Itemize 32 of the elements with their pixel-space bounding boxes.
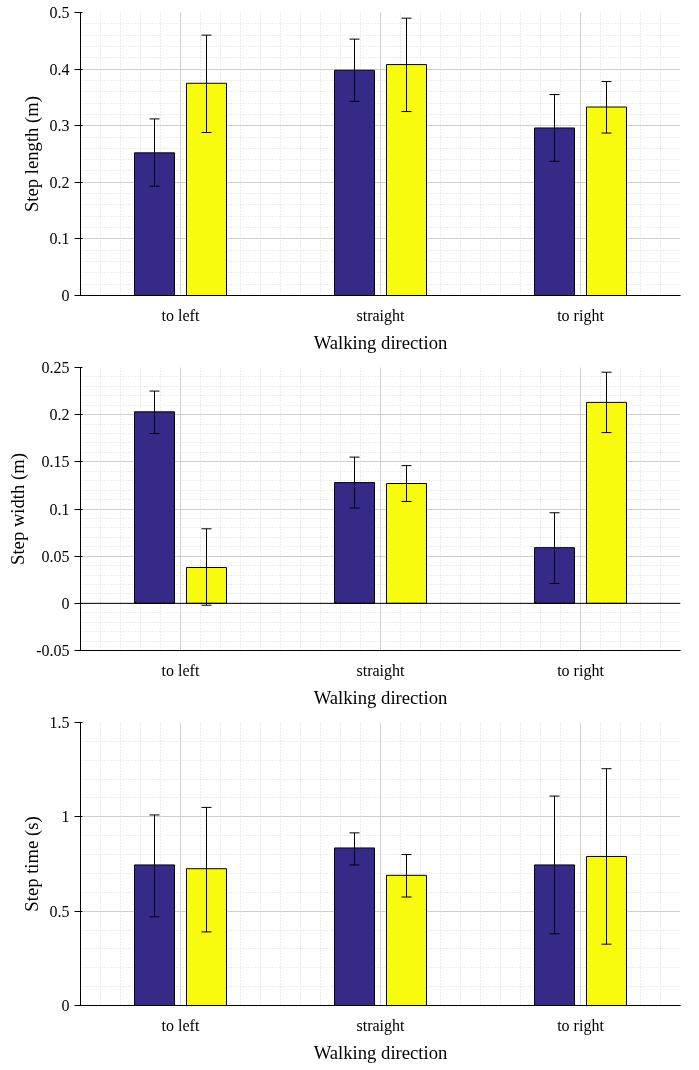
y-tick-label: 0.3 [49, 117, 70, 135]
y-tick-label: 0.2 [49, 173, 70, 191]
y-tick-label: 0.5 [49, 902, 70, 920]
y-tick-label: 0.15 [41, 453, 70, 471]
y-tick-label: 0.1 [49, 500, 70, 518]
x-axis-title: Walking direction [313, 331, 449, 353]
x-tick-label: to right [557, 1016, 605, 1035]
y-tick-label: 0.2 [49, 406, 70, 424]
y-tick-label: 0 [61, 997, 70, 1014]
x-tick-label: to right [557, 661, 605, 680]
y-tick-label: 1 [61, 808, 70, 826]
x-axis-title: Walking direction [313, 1041, 449, 1063]
x-tick-label: to left [161, 661, 200, 679]
y-tick-label: 0.05 [41, 547, 70, 565]
y-tick-label: 0.1 [49, 230, 70, 248]
y-tick-label: 0 [61, 594, 70, 612]
y-axis-title: Step length (m) [20, 95, 43, 213]
y-axis-title: Step width (m) [7, 453, 30, 565]
y-tick-label: -0.05 [36, 642, 70, 659]
x-tick-label: straight [356, 306, 406, 325]
y-tick-label: 0.25 [41, 359, 70, 376]
y-tick-label: 0.4 [49, 60, 70, 78]
x-tick-label: to left [161, 306, 200, 324]
y-tick-label: 1.5 [49, 714, 70, 731]
y-tick-label: 0 [61, 287, 70, 304]
x-tick-label: to left [161, 1016, 200, 1034]
y-tick-label: 0.5 [49, 4, 70, 21]
x-tick-label: to right [557, 306, 605, 325]
x-tick-label: straight [356, 661, 406, 680]
x-axis-title: Walking direction [313, 686, 449, 708]
x-tick-label: straight [356, 1016, 406, 1035]
y-axis-title: Step time (s) [20, 816, 43, 912]
